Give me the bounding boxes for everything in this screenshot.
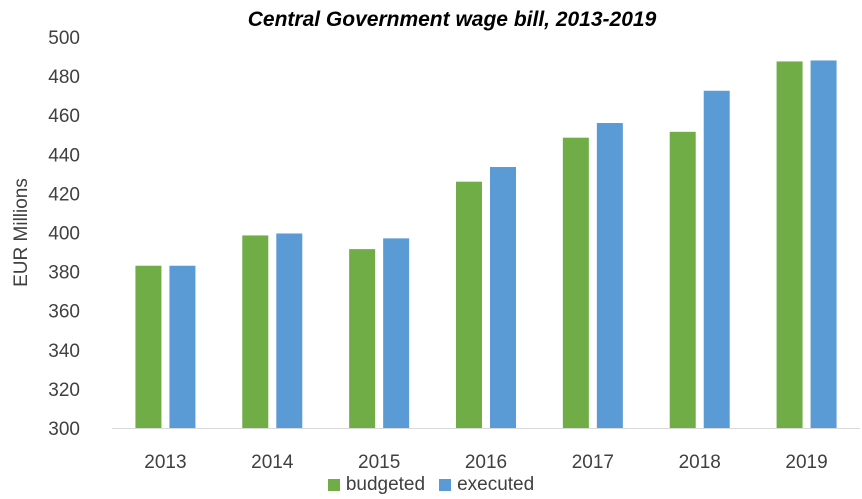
x-tick-label: 2013 bbox=[144, 452, 186, 473]
x-tick-label: 2019 bbox=[785, 452, 827, 473]
y-tick-label: 480 bbox=[48, 67, 80, 88]
y-tick-label: 380 bbox=[48, 263, 80, 284]
bar-executed-2013 bbox=[169, 265, 196, 428]
y-tick-label: 320 bbox=[48, 380, 80, 401]
y-tick-label: 500 bbox=[48, 28, 80, 49]
bar-executed-2016 bbox=[490, 167, 516, 428]
bar-budgeted-2013 bbox=[135, 265, 162, 428]
bar-executed-2017 bbox=[596, 123, 623, 429]
bar-executed-2018 bbox=[703, 90, 730, 428]
x-tick-label: 2014 bbox=[251, 452, 294, 473]
bar-budgeted-2018 bbox=[669, 131, 696, 428]
y-tick-label: 460 bbox=[48, 106, 80, 127]
legend-item-executed: executed bbox=[439, 474, 534, 496]
bar-executed-2015 bbox=[383, 238, 410, 428]
bar-executed-2019 bbox=[810, 60, 837, 429]
legend-label-executed: executed bbox=[457, 474, 535, 495]
bar-budgeted-2016 bbox=[456, 181, 482, 428]
y-tick-label: 360 bbox=[48, 302, 80, 323]
y-tick-label: 400 bbox=[48, 224, 80, 245]
x-tick-label: 2016 bbox=[465, 452, 507, 473]
legend-item-budgeted: budgeted bbox=[327, 474, 426, 496]
x-tick-label: 2015 bbox=[358, 452, 400, 473]
bar-budgeted-2015 bbox=[349, 249, 376, 428]
legend-swatch-executed bbox=[439, 479, 452, 491]
x-tick-label: 2017 bbox=[572, 452, 614, 473]
legend-label-budgeted: budgeted bbox=[345, 474, 426, 495]
x-tick-label: 2018 bbox=[679, 452, 721, 473]
y-axis-title: EUR Millions bbox=[11, 178, 32, 287]
bar-budgeted-2019 bbox=[776, 61, 803, 428]
bar-budgeted-2014 bbox=[242, 235, 269, 428]
y-tick-label: 420 bbox=[48, 184, 80, 205]
bar-budgeted-2017 bbox=[562, 137, 589, 428]
y-tick-label: 300 bbox=[48, 419, 80, 440]
chart-title: Central Government wage bill, 2013-2019 bbox=[247, 8, 657, 31]
legend-swatch-budgeted bbox=[327, 479, 340, 491]
bar-executed-2014 bbox=[276, 233, 303, 428]
legend: budgeted executed bbox=[0, 474, 862, 496]
y-tick-label: 340 bbox=[48, 341, 80, 362]
y-tick-label: 440 bbox=[48, 145, 80, 166]
